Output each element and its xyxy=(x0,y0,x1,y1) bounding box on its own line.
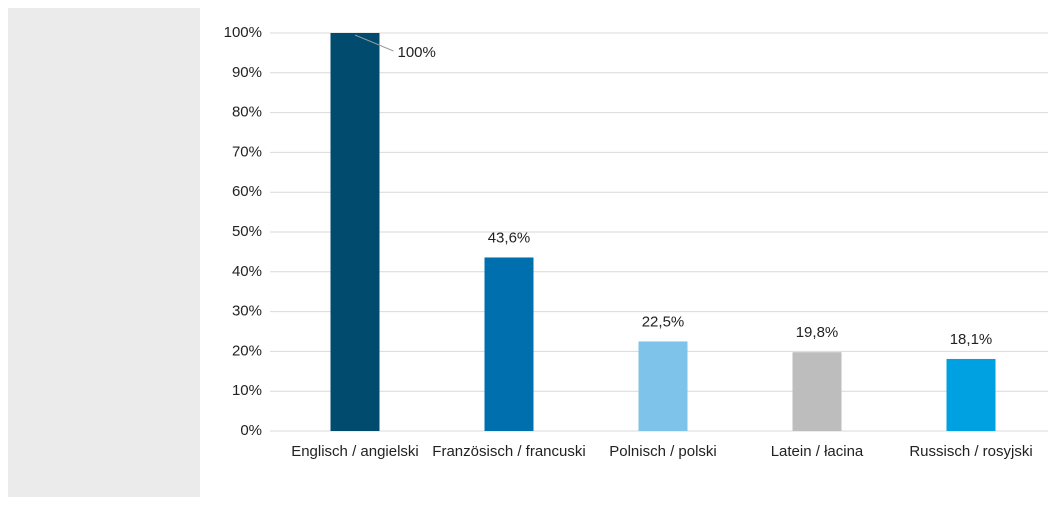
x-tick-label: Latein / łacina xyxy=(770,443,864,460)
value-label: 19,8% xyxy=(796,324,839,341)
value-label: 43,6% xyxy=(488,229,531,246)
y-tick-label: 60% xyxy=(232,183,262,200)
y-tick-label: 90% xyxy=(232,64,262,81)
value-label: 18,1% xyxy=(950,331,993,348)
side-panel xyxy=(8,8,200,497)
y-tick-label: 50% xyxy=(232,223,262,240)
x-tick-label: Französisch / francuski xyxy=(432,443,586,460)
x-tick-label: Englisch / angielski xyxy=(291,443,419,460)
bar xyxy=(946,358,996,431)
bar xyxy=(330,33,380,431)
leader-line xyxy=(354,34,394,52)
y-tick-label: 100% xyxy=(224,24,262,41)
y-tick-label: 40% xyxy=(232,263,262,280)
bar xyxy=(484,257,534,431)
bar xyxy=(638,341,688,431)
x-tick-label: Russisch / rosyjski xyxy=(909,443,1033,460)
y-tick-label: 70% xyxy=(232,143,262,160)
y-tick-label: 0% xyxy=(240,422,262,439)
y-tick-label: 20% xyxy=(232,342,262,359)
y-tick-label: 80% xyxy=(232,104,262,121)
value-label: 100% xyxy=(398,44,436,61)
x-tick-label: Polnisch / polski xyxy=(609,443,717,460)
y-tick-label: 30% xyxy=(232,303,262,320)
value-label: 22,5% xyxy=(642,313,685,330)
bar xyxy=(792,352,842,431)
y-tick-label: 10% xyxy=(232,382,262,399)
